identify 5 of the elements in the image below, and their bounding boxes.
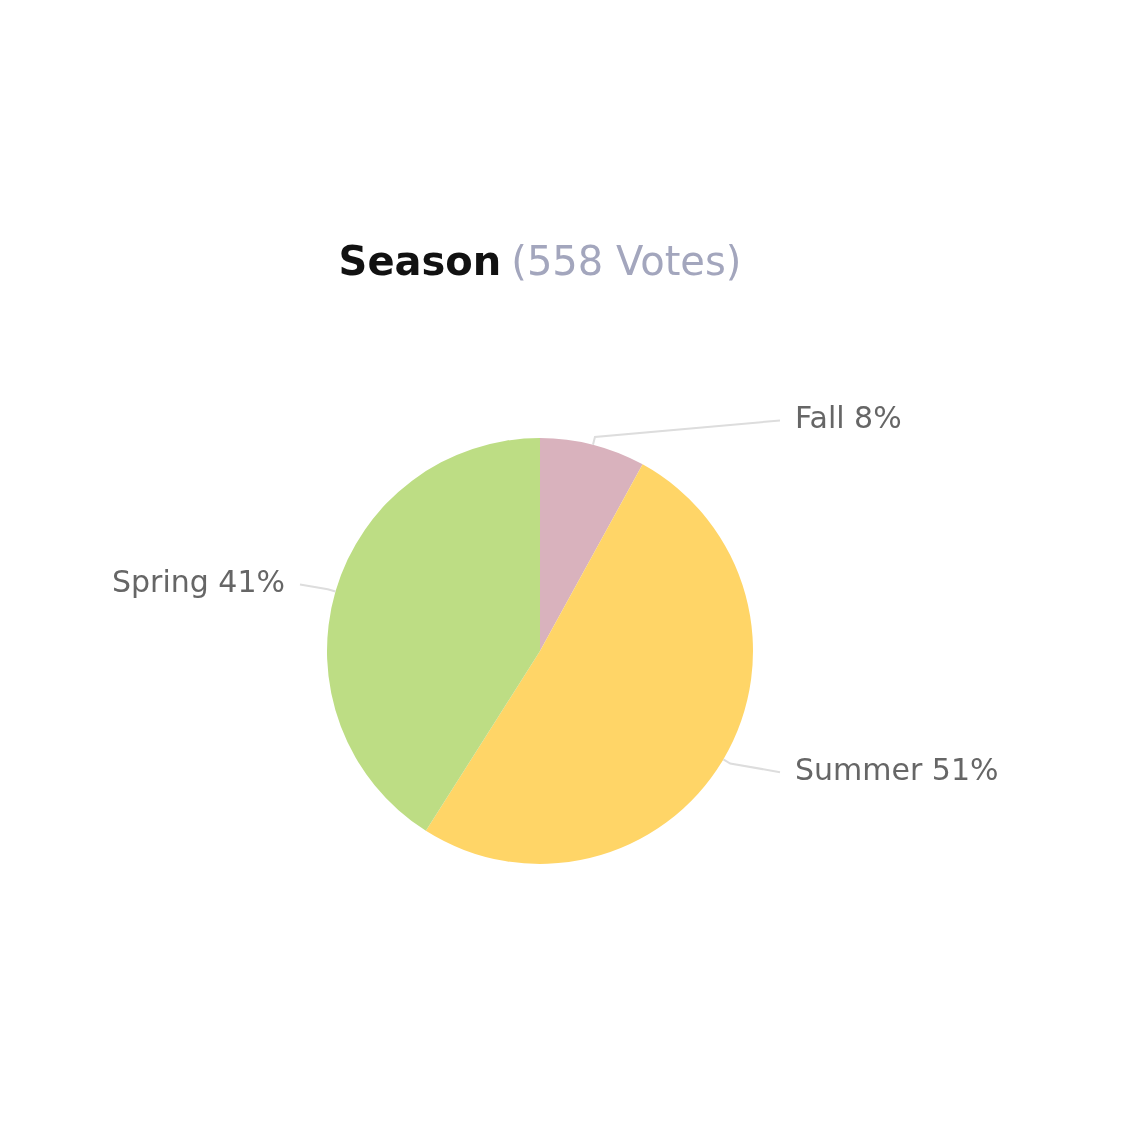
slice-label: Summer 51% [795,751,999,787]
slice-label: Spring 41% [111,564,285,600]
chart-subtitle: (558 Votes) [511,238,742,284]
slice-label: Fall 8% [795,400,902,436]
chart-title: Season [338,238,502,284]
